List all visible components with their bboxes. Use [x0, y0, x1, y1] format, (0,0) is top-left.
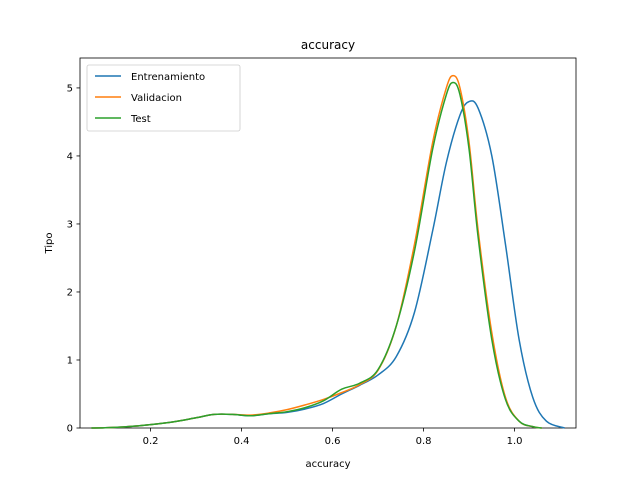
legend-label-validacion: Validacion — [131, 93, 182, 104]
x-tick-label: 0.6 — [325, 436, 341, 447]
legend-label-entrenamiento: Entrenamiento — [131, 72, 205, 83]
series-line-test — [91, 81, 542, 429]
legend-label-test: Test — [130, 114, 151, 125]
y-tick-label: 2 — [67, 287, 73, 298]
y-axis-label: Tipo — [44, 232, 55, 254]
legend: Entrenamiento Validacion Test — [86, 64, 241, 132]
y-axis: 0 1 2 3 4 5 — [67, 83, 80, 435]
y-tick-label: 0 — [67, 424, 73, 435]
x-tick-label: 1.0 — [507, 436, 523, 447]
series-layer — [91, 74, 565, 429]
y-tick-label: 3 — [67, 219, 73, 230]
y-tick-label: 4 — [67, 151, 73, 162]
x-axis-label: accuracy — [305, 459, 350, 470]
axes-frame — [79, 57, 577, 429]
x-axis: 0.2 0.4 0.6 0.8 1.0 — [143, 428, 523, 447]
x-tick-label: 0.4 — [234, 436, 250, 447]
plot-area — [79, 57, 577, 429]
y-tick-label: 5 — [67, 83, 73, 94]
y-tick-label: 1 — [67, 355, 73, 366]
legend-box — [86, 64, 241, 132]
x-tick-label: 0.8 — [416, 436, 432, 447]
x-tick-label: 0.2 — [143, 436, 159, 447]
chart-title: accuracy — [301, 38, 355, 52]
